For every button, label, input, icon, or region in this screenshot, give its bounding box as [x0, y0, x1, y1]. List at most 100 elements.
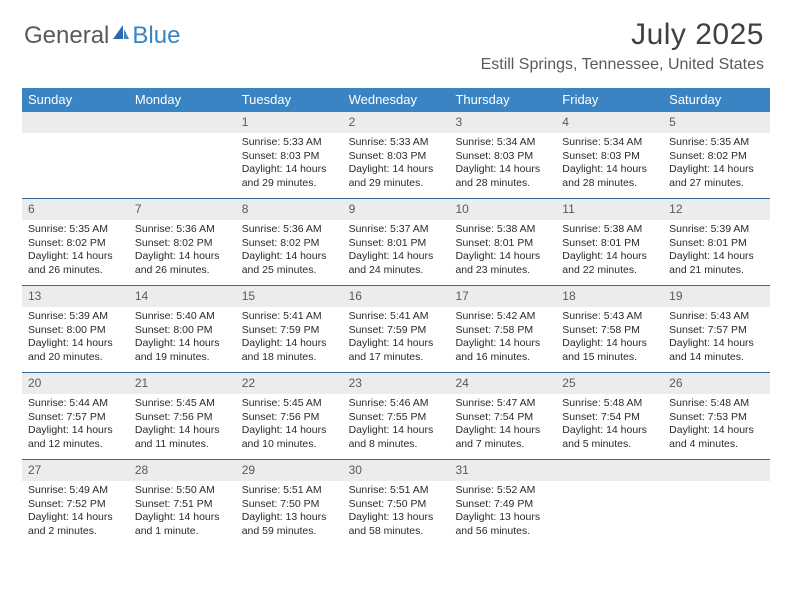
- day-number: 6: [22, 199, 129, 220]
- day-body: Sunrise: 5:40 AMSunset: 8:00 PMDaylight:…: [129, 310, 236, 364]
- sunset-text: Sunset: 7:59 PM: [349, 324, 444, 337]
- day-body: Sunrise: 5:39 AMSunset: 8:01 PMDaylight:…: [663, 223, 770, 277]
- daylight-text: and 28 minutes.: [455, 177, 550, 190]
- day-number: 20: [22, 373, 129, 394]
- daylight-text: and 11 minutes.: [135, 438, 230, 451]
- day-cell: 20 Sunrise: 5:44 AMSunset: 7:57 PMDayligh…: [22, 373, 129, 459]
- day-cell: 7Sunrise: 5:36 AMSunset: 8:02 PMDaylight…: [129, 199, 236, 285]
- day-cell: 24 Sunrise: 5:47 AMSunset: 7:54 PMDayligh…: [449, 373, 556, 459]
- day-number: [22, 112, 129, 133]
- daylight-text: Daylight: 14 hours: [28, 337, 123, 350]
- day-cell: 3Sunrise: 5:34 AMSunset: 8:03 PMDaylight…: [449, 112, 556, 198]
- sunrise-text: Sunrise: 5:34 AM: [562, 136, 657, 149]
- daylight-text: Daylight: 14 hours: [242, 424, 337, 437]
- day-body: Sunrise: 5:51 AMSunset: 7:50 PMDaylight:…: [236, 484, 343, 538]
- day-number: 11: [556, 199, 663, 220]
- day-body: Sunrise: 5:36 AMSunset: 8:02 PMDaylight:…: [129, 223, 236, 277]
- day-cell: 8 Sunrise: 5:36 AMSunset: 8:02 PMDaylight…: [236, 199, 343, 285]
- day-number: 13: [22, 286, 129, 307]
- brand-part1: General: [24, 22, 109, 50]
- day-number: 8: [236, 199, 343, 220]
- daylight-text: Daylight: 14 hours: [135, 511, 230, 524]
- daylight-text: and 22 minutes.: [562, 264, 657, 277]
- day-number: [556, 460, 663, 481]
- sunset-text: Sunset: 8:01 PM: [669, 237, 764, 250]
- day-number: 1: [236, 112, 343, 133]
- sunset-text: Sunset: 7:56 PM: [135, 411, 230, 424]
- daylight-text: Daylight: 14 hours: [455, 163, 550, 176]
- day-body: Sunrise: 5:51 AMSunset: 7:50 PMDaylight:…: [343, 484, 450, 538]
- daylight-text: Daylight: 14 hours: [242, 163, 337, 176]
- daylight-text: and 14 minutes.: [669, 351, 764, 364]
- day-number: 24: [449, 373, 556, 394]
- day-body: Sunrise: 5:38 AMSunset: 8:01 PMDaylight:…: [556, 223, 663, 277]
- day-number: 26: [663, 373, 770, 394]
- sunrise-text: Sunrise: 5:51 AM: [242, 484, 337, 497]
- sunrise-text: Sunrise: 5:46 AM: [349, 397, 444, 410]
- sunset-text: Sunset: 7:51 PM: [135, 498, 230, 511]
- day-cell: 9Sunrise: 5:37 AMSunset: 8:01 PMDaylight…: [343, 199, 450, 285]
- sunset-text: Sunset: 7:54 PM: [455, 411, 550, 424]
- daylight-text: and 10 minutes.: [242, 438, 337, 451]
- day-number: 12: [663, 199, 770, 220]
- daylight-text: and 28 minutes.: [562, 177, 657, 190]
- daylight-text: and 24 minutes.: [349, 264, 444, 277]
- sunrise-text: Sunrise: 5:40 AM: [135, 310, 230, 323]
- daylight-text: Daylight: 14 hours: [28, 511, 123, 524]
- daylight-text: Daylight: 14 hours: [562, 424, 657, 437]
- sunrise-text: Sunrise: 5:48 AM: [562, 397, 657, 410]
- day-number: 23: [343, 373, 450, 394]
- day-body: Sunrise: 5:47 AMSunset: 7:54 PMDaylight:…: [449, 397, 556, 451]
- sunset-text: Sunset: 7:52 PM: [28, 498, 123, 511]
- day-body: Sunrise: 5:33 AMSunset: 8:03 PMDaylight:…: [343, 136, 450, 190]
- day-cell: [22, 112, 129, 198]
- sunset-text: Sunset: 7:49 PM: [455, 498, 550, 511]
- daylight-text: Daylight: 14 hours: [242, 250, 337, 263]
- sunrise-text: Sunrise: 5:38 AM: [455, 223, 550, 236]
- sunset-text: Sunset: 7:59 PM: [242, 324, 337, 337]
- day-body: Sunrise: 5:48 AMSunset: 7:53 PMDaylight:…: [663, 397, 770, 451]
- day-body: Sunrise: 5:45 AMSunset: 7:56 PMDaylight:…: [236, 397, 343, 451]
- sunset-text: Sunset: 8:00 PM: [135, 324, 230, 337]
- sail-icon: [111, 20, 131, 48]
- dow-thursday: Thursday: [449, 88, 556, 112]
- sunset-text: Sunset: 8:02 PM: [28, 237, 123, 250]
- sunrise-text: Sunrise: 5:34 AM: [455, 136, 550, 149]
- day-body: Sunrise: 5:44 AMSunset: 7:57 PMDaylight:…: [22, 397, 129, 451]
- day-cell: 15Sunrise: 5:41 AMSunset: 7:59 PMDayligh…: [236, 286, 343, 372]
- sunrise-text: Sunrise: 5:50 AM: [135, 484, 230, 497]
- sunset-text: Sunset: 8:01 PM: [562, 237, 657, 250]
- sunset-text: Sunset: 7:57 PM: [28, 411, 123, 424]
- week-row: 6 Sunrise: 5:35 AMSunset: 8:02 PM Daylight…: [22, 198, 770, 285]
- day-body: Sunrise: 5:33 AMSunset: 8:03 PMDaylight:…: [236, 136, 343, 190]
- dow-friday: Friday: [556, 88, 663, 112]
- weeks-container: 1Sunrise: 5:33 AMSunset: 8:03 PMDaylight…: [22, 112, 770, 546]
- sunrise-text: Sunrise: 5:33 AM: [242, 136, 337, 149]
- day-cell: 4Sunrise: 5:34 AMSunset: 8:03 PMDaylight…: [556, 112, 663, 198]
- sunrise-text: Sunrise: 5:38 AM: [562, 223, 657, 236]
- day-cell: 19Sunrise: 5:43 AMSunset: 7:57 PMDayligh…: [663, 286, 770, 372]
- daylight-text: and 58 minutes.: [349, 525, 444, 538]
- sunrise-text: Sunrise: 5:42 AM: [455, 310, 550, 323]
- daylight-text: and 15 minutes.: [562, 351, 657, 364]
- day-body: Sunrise: 5:52 AMSunset: 7:49 PMDaylight:…: [449, 484, 556, 538]
- day-number: 16: [343, 286, 450, 307]
- sunrise-text: Sunrise: 5:35 AM: [28, 223, 123, 236]
- day-body: Sunrise: 5:36 AMSunset: 8:02 PMDaylight:…: [236, 223, 343, 277]
- daylight-text: Daylight: 14 hours: [349, 337, 444, 350]
- daylight-text: Daylight: 14 hours: [455, 250, 550, 263]
- daylight-text: and 8 minutes.: [349, 438, 444, 451]
- daylight-text: Daylight: 14 hours: [349, 424, 444, 437]
- daylight-text: Daylight: 14 hours: [455, 337, 550, 350]
- daylight-text: and 1 minute.: [135, 525, 230, 538]
- sunset-text: Sunset: 8:01 PM: [349, 237, 444, 250]
- sunrise-text: Sunrise: 5:43 AM: [562, 310, 657, 323]
- day-cell: 31Sunrise: 5:52 AMSunset: 7:49 PMDayligh…: [449, 460, 556, 546]
- daylight-text: Daylight: 14 hours: [135, 424, 230, 437]
- daylight-text: and 26 minutes.: [28, 264, 123, 277]
- day-body: Sunrise: 5:43 AMSunset: 7:58 PMDaylight:…: [556, 310, 663, 364]
- dow-wednesday: Wednesday: [343, 88, 450, 112]
- day-cell: 1 Sunrise: 5:33 AMSunset: 8:03 PMDaylight…: [236, 112, 343, 198]
- day-cell: 11 Sunrise: 5:38 AMSunset: 8:01 PMDayligh…: [556, 199, 663, 285]
- day-number: 29: [236, 460, 343, 481]
